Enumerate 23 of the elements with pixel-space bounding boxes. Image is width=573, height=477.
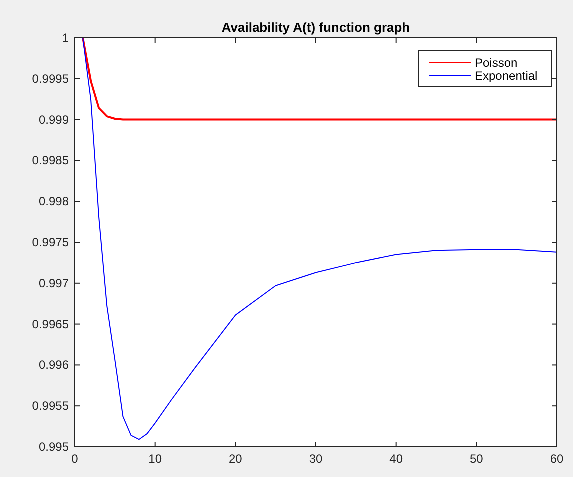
x-tick-label: 0 bbox=[72, 452, 79, 466]
chart-title: Availability A(t) function graph bbox=[222, 20, 410, 35]
x-tick-label: 50 bbox=[470, 452, 484, 466]
line-series bbox=[82, 37, 558, 121]
y-tick-label: 0.9975 bbox=[32, 236, 70, 250]
y-tick-label: 0.9955 bbox=[32, 399, 70, 414]
y-tick-label: 0.9985 bbox=[32, 154, 70, 168]
legend-label: Poisson bbox=[475, 56, 518, 70]
line-series bbox=[82, 38, 558, 440]
y-tick-label: 0.997 bbox=[38, 276, 70, 290]
x-tick-label: 60 bbox=[550, 452, 564, 466]
x-tick-label: 30 bbox=[309, 452, 323, 466]
y-tick-label: 1 bbox=[62, 31, 70, 45]
y-tick-label: 0.998 bbox=[38, 194, 70, 209]
legend-label: Exponential bbox=[475, 69, 538, 83]
x-tick-label: 20 bbox=[228, 452, 243, 466]
y-tick-label: 0.9965 bbox=[32, 317, 70, 332]
y-tick-label: 0.996 bbox=[38, 358, 70, 372]
y-tick-label: 0.999 bbox=[38, 112, 70, 127]
x-tick-label: 40 bbox=[390, 452, 404, 466]
y-tick-label: 0.995 bbox=[38, 440, 70, 454]
y-tick-label: 0.9995 bbox=[32, 72, 70, 86]
x-tick-label: 10 bbox=[148, 452, 162, 466]
